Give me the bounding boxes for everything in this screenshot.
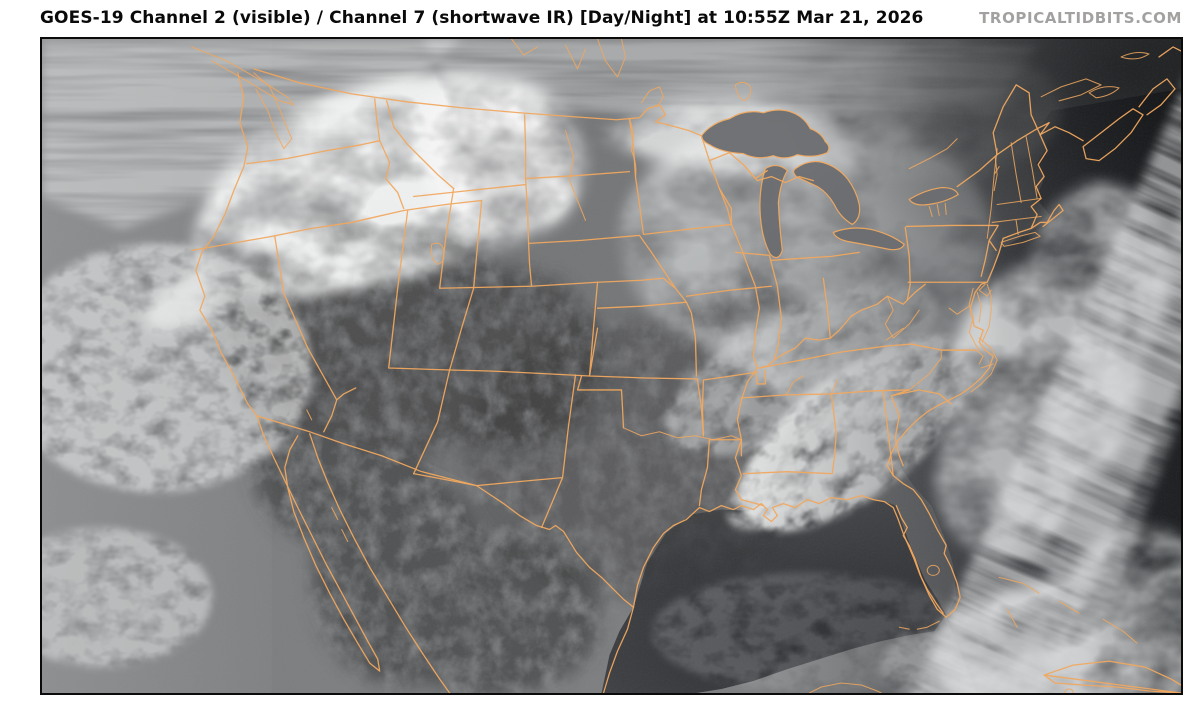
gulf-coastline [632,494,944,614]
state-boundaries-overlay [191,39,1181,693]
wv-va-borders [884,295,920,341]
maine-border [992,84,1041,156]
ny-pa-border [905,224,999,277]
pacific-coastline [195,72,258,417]
cuba [1043,660,1181,693]
lake-erie [832,227,906,251]
tropicaltidbits-watermark: TROPICALTIDBITS.COM [979,9,1182,27]
gaspe-peninsula [1040,78,1102,102]
satellite-map [42,39,1181,693]
ottawa-river [908,138,958,170]
great-salt-lake [430,242,445,265]
mississippi-river [734,367,765,507]
tn-nc-border [908,349,942,391]
vancouver-island [191,46,295,106]
anticosti-island [1120,51,1150,60]
sonora-islands [331,507,349,542]
lake-of-the-woods [640,86,664,108]
oh-pa-borders [770,226,911,339]
ut-nv-az-borders [388,199,483,475]
puget-sound [253,72,293,150]
florida-keys [898,620,940,630]
mexico-west-coast [309,433,451,693]
film-grain [42,39,1181,693]
us-canada-border [253,68,703,137]
va-nc-coast-inner [940,349,984,365]
outer-banks [970,337,998,393]
lake-michigan [759,165,789,259]
prince-edward-island [1088,86,1120,99]
mi-up-outline [742,163,814,184]
title-bar: GOES-19 Channel 2 (visible) / Channel 7 … [0,0,1200,36]
lake-nipigon [734,81,752,102]
missouri-river [565,130,587,221]
isle-of-youth [1064,688,1074,693]
ne-ks-ok-borders [576,301,705,437]
co-ks-borders [448,281,699,380]
ca-nv-border [274,235,357,433]
finger-lakes [928,202,947,217]
mt-wy-borders [413,183,677,289]
cumberland-river [785,375,838,396]
nova-scotia [1082,46,1181,162]
image-title: GOES-19 Channel 2 (visible) / Channel 7 … [40,8,924,28]
mexico-gulf-coast [602,606,635,693]
yucatan [808,682,882,693]
tx-la-border [698,439,743,507]
lake-superior [700,109,830,159]
lake-ontario [908,186,959,206]
atlantic-coastline [886,237,1004,477]
bahamas [998,576,1138,644]
ia-mo-borders [685,223,773,437]
us-mexico-border [256,415,635,608]
canadian-lakes [511,39,627,78]
ohio-river [773,283,926,361]
salton-sea [306,409,313,421]
chesapeake-bay [948,283,992,351]
lake-huron [792,160,861,226]
lake-champlain [993,156,998,192]
new-brunswick-coast [1039,126,1084,142]
lake-okeechobee [926,564,940,576]
satellite-image [40,37,1183,695]
st-lawrence-river [956,122,1050,188]
florida-coastline [892,475,961,618]
ga-sc-nc-borders [890,389,952,467]
wa-or-borders [191,140,483,252]
red-river [628,118,637,178]
ms-al-ga-borders [740,391,894,477]
baja-california [256,415,381,672]
nm-tx-borders [413,374,577,529]
delaware-bay [978,283,992,297]
long-island [1000,231,1041,247]
id-borders [374,98,455,210]
red-river-tx-ok [622,427,742,441]
northeast-coastline [1002,122,1064,240]
